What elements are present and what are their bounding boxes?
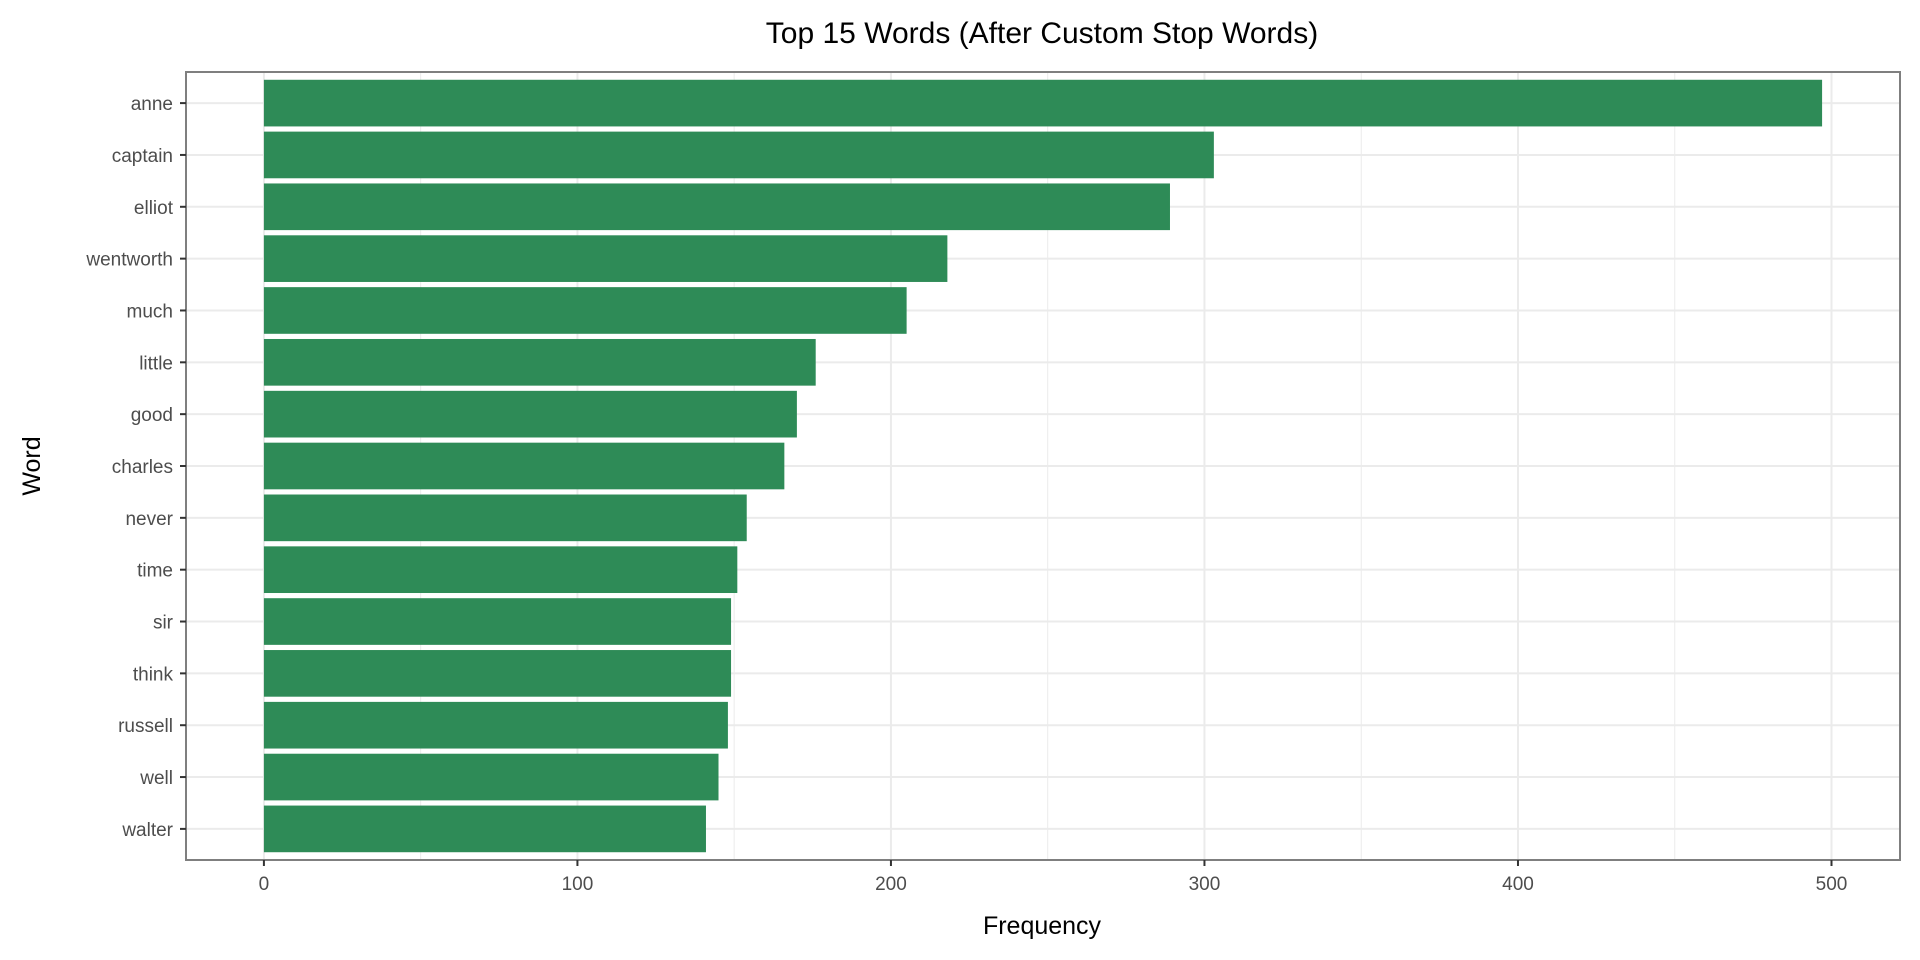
bar-captain: [263, 131, 1214, 179]
y-tick-label: anne: [131, 94, 173, 115]
x-tick-label: 200: [875, 874, 907, 895]
bar-good: [263, 390, 797, 438]
bar-walter: [263, 805, 706, 853]
bar-elliot: [263, 183, 1170, 231]
y-tick-label: much: [127, 301, 173, 322]
y-tick-label: think: [133, 664, 174, 685]
bar-charles: [263, 442, 785, 490]
y-tick-label: never: [125, 509, 173, 530]
y-tick-label: time: [137, 561, 173, 582]
chart-title: Top 15 Words (After Custom Stop Words): [766, 17, 1318, 50]
bar-anne: [263, 79, 1823, 127]
bar-never: [263, 494, 747, 542]
y-tick-label: walter: [121, 820, 173, 841]
axes: anne captain elliot wentworth much little good…: [85, 94, 1847, 895]
x-tick-label: 500: [1816, 874, 1848, 895]
y-tick-label: elliot: [134, 198, 174, 219]
bar-russell: [263, 701, 728, 749]
bar-well: [263, 753, 719, 801]
x-axis-title: Frequency: [983, 912, 1102, 940]
y-tick-label: little: [139, 353, 173, 374]
y-tick-label: good: [131, 405, 173, 426]
bar-time: [263, 546, 738, 594]
bar-much: [263, 287, 907, 334]
y-axis-title: Word: [18, 436, 46, 495]
y-tick-label: russell: [118, 716, 173, 737]
bar-think: [263, 650, 732, 697]
y-tick-label: charles: [112, 457, 173, 478]
bar-wentworth: [263, 235, 948, 282]
x-tick-label: 300: [1189, 874, 1221, 895]
bar-little: [263, 338, 816, 386]
y-tick-label: sir: [153, 613, 174, 634]
y-tick-label: wentworth: [85, 250, 173, 271]
x-tick-label: 100: [562, 874, 594, 895]
x-tick-label: 400: [1502, 874, 1534, 895]
y-tick-label: well: [139, 768, 173, 789]
y-tick-label: captain: [112, 146, 173, 167]
bars: [263, 79, 1823, 853]
x-tick-label: 0: [259, 874, 270, 895]
bar-sir: [263, 598, 732, 645]
